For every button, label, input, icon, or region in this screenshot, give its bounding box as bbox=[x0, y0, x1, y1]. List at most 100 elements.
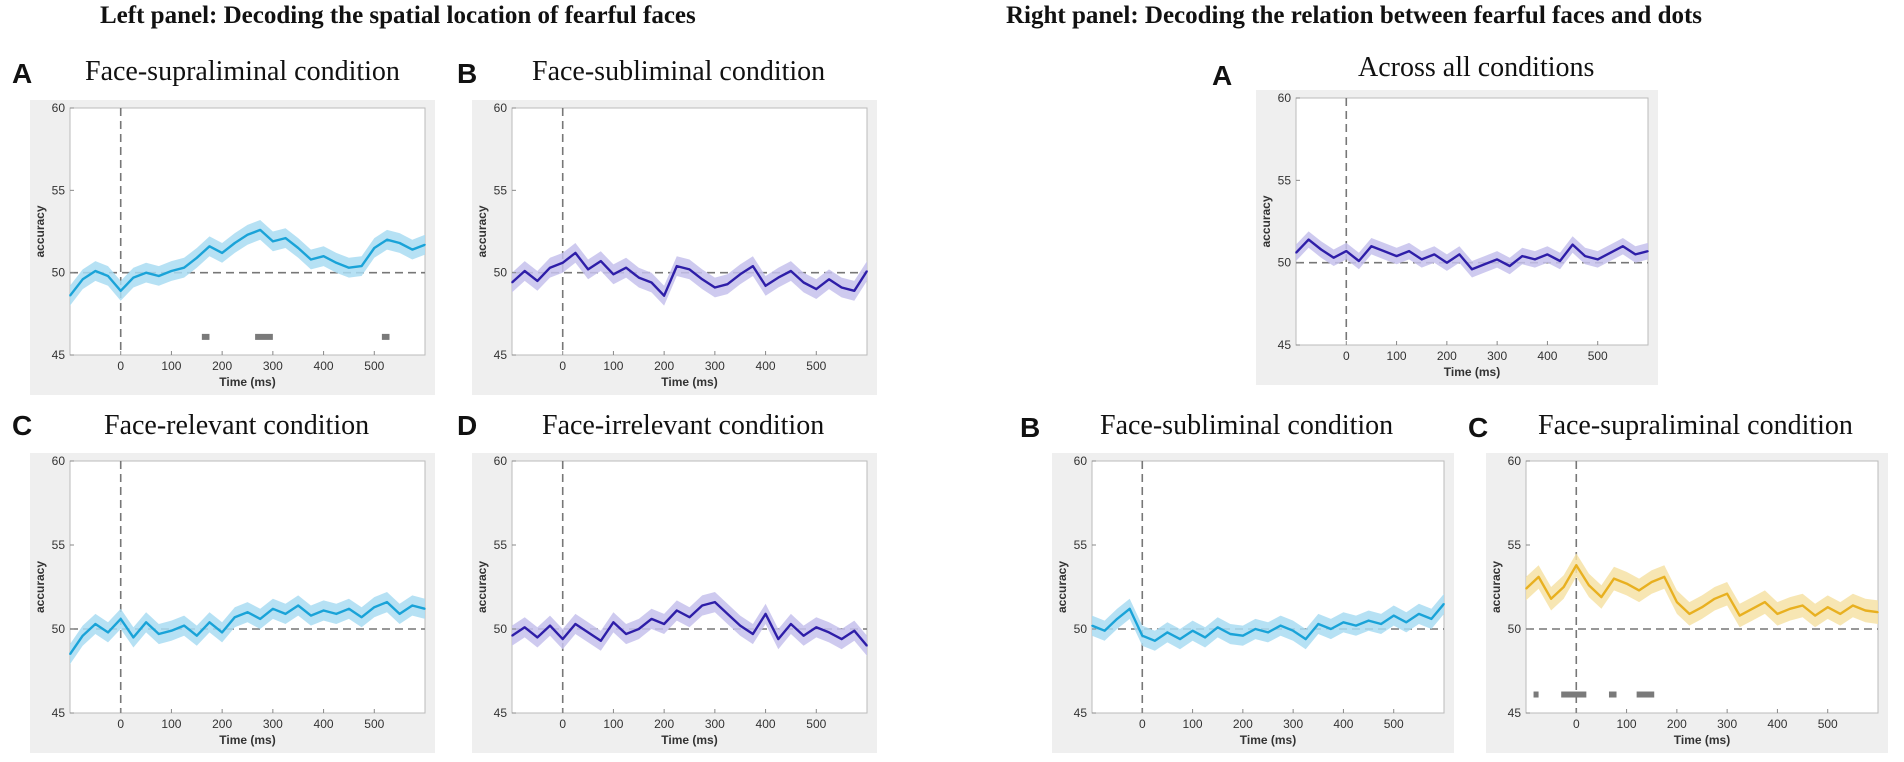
plot-area bbox=[1295, 97, 1649, 346]
data-point bbox=[259, 618, 261, 620]
data-point bbox=[764, 613, 767, 615]
data-point bbox=[424, 243, 426, 246]
data-point bbox=[1562, 586, 1565, 588]
data-point bbox=[221, 631, 223, 634]
data-point bbox=[1647, 250, 1649, 252]
data-point bbox=[1826, 606, 1829, 608]
y-tick-label: 45 bbox=[52, 706, 66, 720]
y-tick-label: 50 bbox=[52, 266, 66, 280]
error-band bbox=[1296, 231, 1648, 278]
data-point bbox=[663, 623, 665, 625]
data-point bbox=[574, 623, 577, 625]
chart-right-b: 45 50 55 60 0 100 200 300 400 500 Time (ms) accurac… bbox=[1052, 453, 1454, 753]
x-tick-label: 500 bbox=[1818, 717, 1838, 731]
y-axis-label: accuracy bbox=[475, 205, 489, 257]
data-point bbox=[1546, 253, 1549, 256]
x-tick-label: 300 bbox=[1717, 717, 1737, 731]
data-point bbox=[511, 281, 513, 284]
data-point bbox=[549, 266, 551, 269]
data-point bbox=[1550, 597, 1552, 600]
data-point bbox=[1584, 255, 1586, 257]
y-tick-label: 60 bbox=[52, 101, 66, 115]
y-axis-label: accuracy bbox=[1259, 195, 1273, 247]
data-point bbox=[398, 613, 401, 615]
x-tick-label: 400 bbox=[314, 359, 334, 373]
data-point bbox=[536, 636, 539, 639]
data-point bbox=[234, 242, 236, 244]
data-point bbox=[1443, 603, 1445, 605]
data-point bbox=[866, 645, 868, 647]
x-axis-label: Time (ms) bbox=[219, 375, 275, 389]
plot-area bbox=[511, 460, 868, 714]
data-point bbox=[1789, 608, 1791, 610]
data-point bbox=[663, 294, 665, 297]
data-point bbox=[1496, 258, 1498, 261]
data-point bbox=[1141, 634, 1144, 637]
data-point bbox=[1483, 263, 1486, 266]
data-point bbox=[1383, 250, 1385, 252]
data-point bbox=[815, 288, 818, 290]
data-point bbox=[1713, 597, 1716, 600]
data-point bbox=[511, 634, 513, 637]
chart-left-d: 45 50 55 60 0 100 200 300 400 500 Time (ms) accurac… bbox=[472, 453, 877, 753]
data-point bbox=[94, 270, 97, 272]
data-point bbox=[802, 281, 805, 284]
x-tick-label: 500 bbox=[364, 717, 384, 731]
data-point bbox=[1613, 577, 1615, 580]
data-point bbox=[650, 281, 653, 284]
chart-title-right-c: Face-supraliminal condition bbox=[1538, 410, 1853, 441]
x-tick-label: 300 bbox=[1487, 349, 1507, 363]
data-point bbox=[1600, 596, 1603, 598]
y-tick-label: 50 bbox=[494, 622, 508, 636]
data-point bbox=[411, 604, 414, 607]
y-tick-label: 45 bbox=[1278, 338, 1292, 352]
data-point bbox=[1279, 624, 1282, 627]
data-point bbox=[1726, 592, 1728, 595]
data-point bbox=[1801, 604, 1804, 607]
data-point bbox=[69, 653, 71, 655]
y-tick-label: 60 bbox=[1508, 454, 1522, 468]
data-point bbox=[688, 268, 691, 271]
y-tick-label: 50 bbox=[1278, 256, 1292, 270]
data-point bbox=[1191, 629, 1194, 632]
data-point bbox=[132, 636, 135, 639]
x-tick-label: 500 bbox=[1384, 717, 1404, 731]
data-point bbox=[1408, 250, 1410, 252]
x-tick-label: 300 bbox=[263, 359, 283, 373]
x-tick-label: 200 bbox=[654, 359, 674, 373]
data-point bbox=[1521, 255, 1524, 257]
data-point bbox=[714, 286, 716, 289]
data-point bbox=[157, 633, 160, 635]
data-point bbox=[1701, 606, 1703, 608]
data-point bbox=[1537, 576, 1540, 578]
data-point bbox=[752, 265, 754, 267]
data-point bbox=[1852, 604, 1854, 607]
data-point bbox=[360, 265, 363, 267]
data-point bbox=[1776, 613, 1779, 615]
chart-right-a: 45 50 55 60 0 100 200 300 400 500 Time (ms) accurac… bbox=[1256, 90, 1658, 385]
x-axis-label: Time (ms) bbox=[1240, 733, 1296, 747]
data-point bbox=[764, 285, 767, 287]
data-point bbox=[297, 604, 300, 607]
data-point bbox=[348, 608, 350, 610]
data-point bbox=[1358, 260, 1360, 262]
data-point bbox=[170, 270, 173, 272]
data-point bbox=[310, 614, 312, 617]
x-tick-label: 100 bbox=[161, 359, 181, 373]
data-point bbox=[726, 283, 729, 285]
data-point bbox=[536, 280, 539, 282]
x-tick-label: 400 bbox=[1537, 349, 1557, 363]
y-tick-label: 50 bbox=[494, 266, 508, 280]
y-axis-label: accuracy bbox=[1055, 561, 1069, 613]
data-point bbox=[1320, 248, 1322, 251]
x-tick-label: 200 bbox=[654, 717, 674, 731]
data-point bbox=[739, 624, 742, 627]
data-point bbox=[599, 260, 602, 262]
x-axis-label: Time (ms) bbox=[1674, 733, 1730, 747]
data-point bbox=[297, 247, 300, 249]
data-point bbox=[1418, 613, 1420, 615]
data-point bbox=[1242, 634, 1244, 637]
data-point bbox=[1267, 631, 1269, 634]
x-tick-label: 0 bbox=[117, 717, 124, 731]
data-point bbox=[386, 601, 388, 603]
